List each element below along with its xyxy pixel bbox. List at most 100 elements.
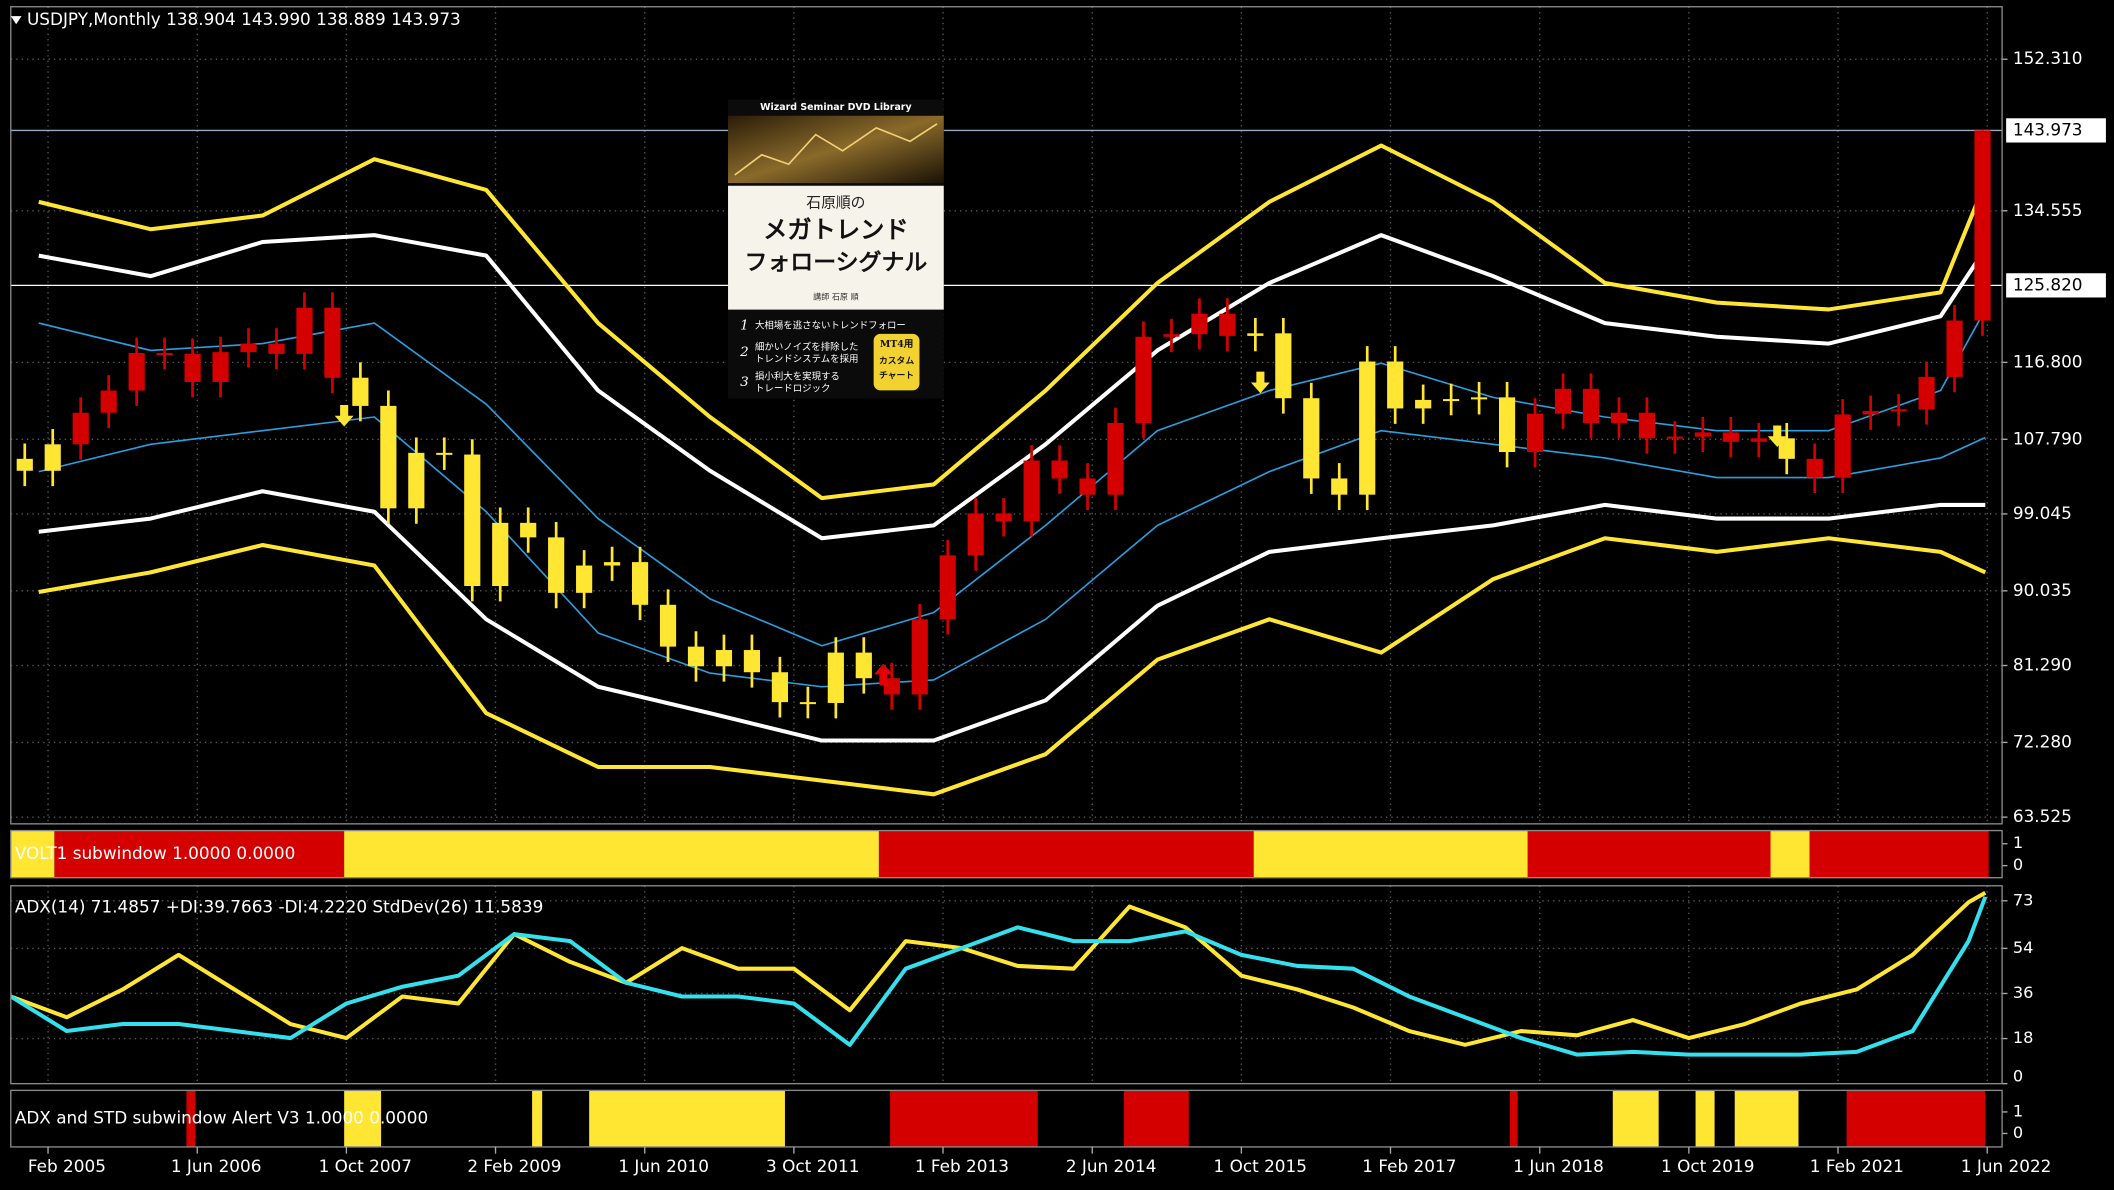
signal-segment bbox=[54, 830, 345, 878]
x-tick-label: 1 Feb 2021 bbox=[1810, 1156, 1904, 1176]
price-level-box bbox=[2006, 273, 2106, 298]
x-tick-label: 1 Jun 2010 bbox=[618, 1156, 709, 1176]
y-tick-label: 90.035 bbox=[2013, 580, 2072, 600]
panes: 152.310 134.555 116.800 107.790 99.045 90.035… bbox=[0, 6, 2106, 1190]
candle-body bbox=[1051, 460, 1068, 479]
candle-body bbox=[1275, 333, 1292, 399]
candle-body bbox=[1610, 412, 1628, 423]
x-tick-label: 2 Feb 2009 bbox=[467, 1156, 561, 1176]
band-line bbox=[38, 489, 1986, 743]
pane bbox=[186, 1090, 1986, 1147]
signal-segment bbox=[1123, 1090, 1189, 1147]
candle-body bbox=[408, 452, 425, 509]
candle-body bbox=[827, 652, 844, 703]
price-level-box bbox=[2006, 118, 2106, 143]
candle-body bbox=[1303, 398, 1320, 479]
candle-body bbox=[1191, 313, 1208, 335]
candle-body bbox=[72, 412, 89, 445]
signal-arrow bbox=[1767, 425, 1787, 448]
y-tick-label: 1 bbox=[2013, 833, 2023, 852]
candle-body bbox=[939, 555, 956, 620]
y-tick-label: 36 bbox=[2013, 983, 2034, 1002]
candle-body bbox=[436, 452, 453, 455]
candle-body bbox=[1554, 388, 1572, 414]
candle-body bbox=[1722, 432, 1739, 442]
candle-body bbox=[1387, 361, 1404, 409]
price-level-label: 143.973 bbox=[2013, 119, 2083, 139]
signal-segment bbox=[344, 830, 879, 878]
candle-body bbox=[16, 458, 33, 471]
cover-title: メガトレンド bbox=[763, 215, 909, 244]
signal-segment bbox=[890, 1090, 1038, 1147]
signal-segment bbox=[1253, 830, 1528, 878]
pane-frame bbox=[10, 885, 2003, 1085]
candle-body bbox=[799, 702, 816, 705]
y-tick-label: 0 bbox=[2013, 1066, 2023, 1085]
candle-body bbox=[464, 454, 481, 587]
candle-body bbox=[520, 522, 537, 538]
band-line bbox=[38, 416, 1986, 688]
y-tick-label: 0 bbox=[2013, 855, 2023, 874]
candle-body bbox=[380, 405, 397, 509]
cover-graphic bbox=[734, 123, 938, 176]
y-tick-label: 116.800 bbox=[2013, 351, 2083, 371]
chart-header: USDJPY,Monthly 138.904 143.990 138.889 1… bbox=[27, 9, 461, 29]
pane-title: VOLT1 subwindow 1.0000 0.0000 bbox=[15, 843, 295, 863]
candle-body bbox=[576, 565, 593, 593]
signal-segment bbox=[532, 1090, 543, 1147]
candle-body bbox=[1526, 413, 1544, 452]
signal-segment bbox=[1612, 1090, 1659, 1147]
point-number: 3 bbox=[740, 374, 749, 390]
point-number: 1 bbox=[740, 317, 749, 333]
band-line bbox=[38, 143, 1988, 501]
cover-badge bbox=[873, 333, 920, 391]
pane-frame bbox=[10, 1089, 2003, 1148]
point-number: 2 bbox=[739, 344, 749, 360]
cover-series: Wizard Seminar DVD Library bbox=[760, 102, 911, 113]
signal-segment bbox=[186, 1090, 196, 1147]
x-tick-label: 1 Feb 2013 bbox=[915, 1156, 1009, 1176]
candle-body bbox=[296, 307, 313, 354]
y-tick-label: 0 bbox=[2013, 1123, 2023, 1142]
band-line bbox=[38, 233, 1987, 541]
candle-body bbox=[743, 650, 761, 673]
pane bbox=[10, 885, 2003, 1084]
candle-body bbox=[1694, 432, 1711, 437]
pane bbox=[10, 6, 2003, 824]
x-tick-label: Feb 2005 bbox=[28, 1156, 106, 1176]
signal-arrow bbox=[1250, 371, 1270, 394]
candle-body bbox=[352, 377, 369, 406]
candle-body bbox=[1498, 397, 1516, 452]
x-tick-label: 1 Jun 2022 bbox=[1961, 1156, 2052, 1176]
x-tick-label: 1 Feb 2017 bbox=[1362, 1156, 1456, 1176]
candle-body bbox=[1107, 422, 1124, 495]
candle-body bbox=[1359, 361, 1376, 495]
collapse-toggle[interactable] bbox=[10, 16, 22, 25]
pane-title: ADX(14) 71.4857 +DI:39.7663 -DI:4.2220 S… bbox=[15, 896, 543, 916]
cover-byline: 講師 石原 順 bbox=[813, 292, 859, 302]
badge-text: MT4用 bbox=[880, 339, 913, 350]
candle-body bbox=[995, 513, 1012, 522]
candle-body bbox=[1750, 438, 1767, 442]
candle-body bbox=[492, 522, 509, 587]
signal-segment bbox=[1734, 1090, 1799, 1147]
band-line bbox=[38, 536, 1987, 797]
pane-frame bbox=[10, 829, 2003, 879]
x-tick-label: 1 Oct 2007 bbox=[319, 1156, 412, 1176]
x-tick-label: 1 Oct 2019 bbox=[1661, 1156, 1754, 1176]
pane-title: ADX and STD subwindow Alert V3 1.0000 0.… bbox=[15, 1108, 428, 1128]
candle-body bbox=[1974, 130, 1991, 321]
pane bbox=[10, 830, 1989, 878]
candle-body bbox=[771, 672, 788, 703]
candle-body bbox=[1918, 376, 1935, 410]
candle-body bbox=[1443, 399, 1460, 402]
indicator-line bbox=[10, 891, 1987, 1047]
signal-segment bbox=[1509, 1090, 1518, 1147]
x-tick-label: 3 Oct 2011 bbox=[766, 1156, 859, 1176]
candle-body bbox=[1806, 458, 1823, 478]
y-tick-label: 134.555 bbox=[2013, 200, 2083, 220]
candle-body bbox=[1778, 438, 1795, 459]
y-tick-label: 54 bbox=[2013, 938, 2034, 957]
candle-body bbox=[240, 343, 257, 353]
